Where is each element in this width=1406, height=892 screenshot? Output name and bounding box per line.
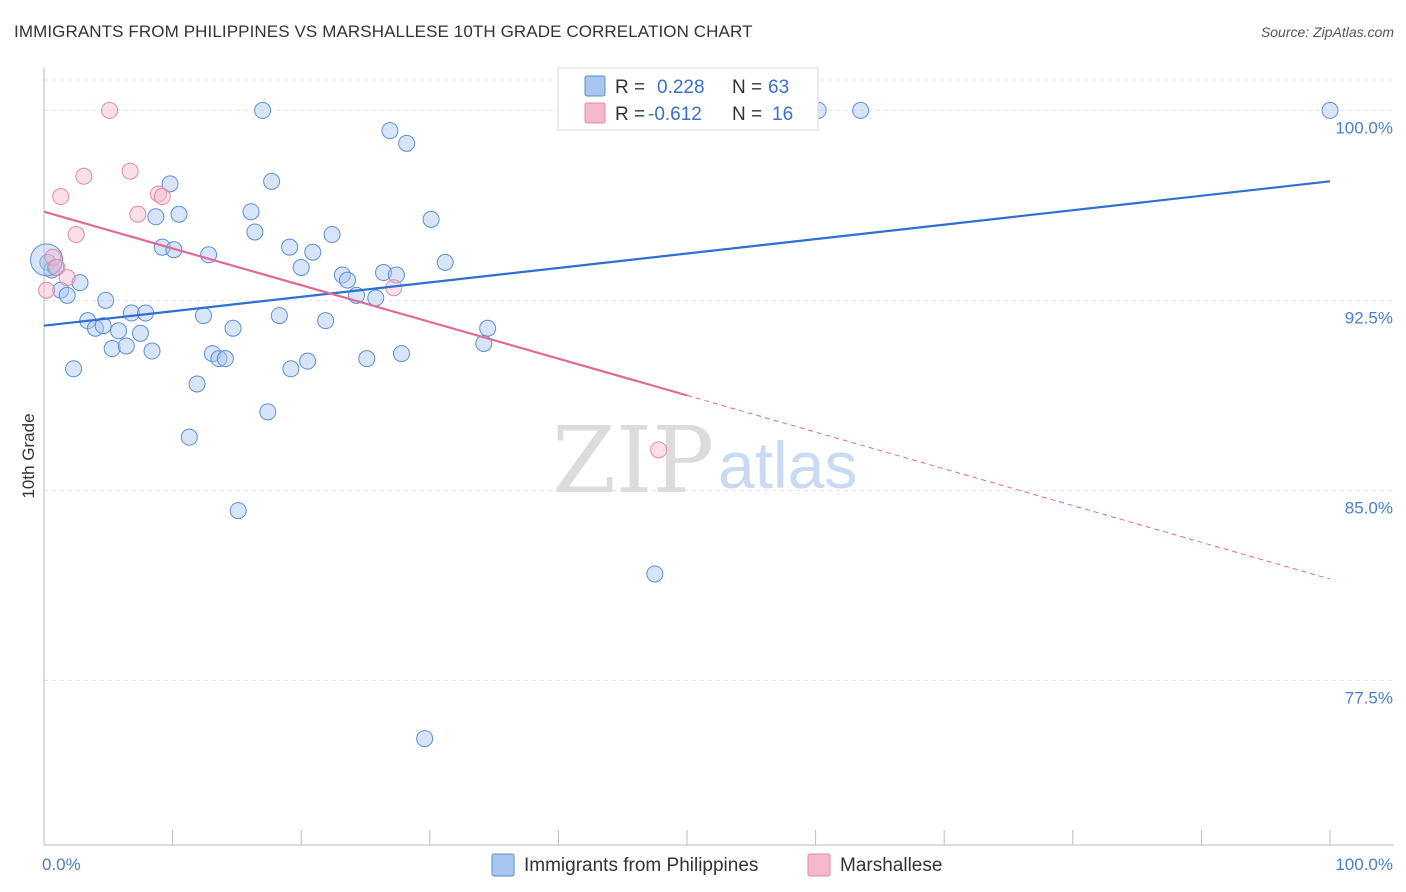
data-point xyxy=(216,350,234,368)
data-point xyxy=(101,101,119,119)
data-point xyxy=(393,345,411,363)
data-point xyxy=(44,248,62,266)
data-point xyxy=(323,226,341,244)
data-point xyxy=(52,188,70,206)
y-tick-labels: 100.0% 92.5% 85.0% 77.5% xyxy=(1335,118,1393,707)
data-point xyxy=(317,312,335,330)
data-point xyxy=(292,258,310,276)
data-point xyxy=(333,266,351,284)
data-point xyxy=(117,337,135,355)
data-point xyxy=(387,266,405,284)
x-axis-ticks xyxy=(43,830,1331,845)
watermark-zip: ZIP xyxy=(552,407,714,514)
series-immigrants-from-philippines xyxy=(30,101,1339,748)
data-point xyxy=(299,352,317,370)
data-point xyxy=(122,304,140,322)
data-point-cluster xyxy=(30,243,64,277)
data-point xyxy=(852,101,870,119)
x-tick-label-min: 0.0% xyxy=(42,855,81,874)
data-point xyxy=(259,403,277,421)
bottom-legend-swatch-philippines xyxy=(491,853,515,877)
trend-line-marshallese-extrapolated xyxy=(686,394,1331,580)
bottom-legend: Immigrants from Philippines Marshallese xyxy=(491,853,942,877)
data-point xyxy=(71,274,89,292)
bottom-legend-label-marshallese: Marshallese xyxy=(840,855,942,876)
y-tick-label: 100.0% xyxy=(1335,118,1393,137)
data-point xyxy=(398,134,416,152)
data-point xyxy=(48,258,66,276)
data-point xyxy=(147,208,165,226)
data-point xyxy=(121,162,139,180)
data-point xyxy=(58,286,76,304)
legend-n-label: N = xyxy=(732,77,762,98)
data-point xyxy=(129,205,147,223)
data-point xyxy=(75,167,93,185)
data-point xyxy=(188,375,206,393)
data-point xyxy=(242,203,260,221)
data-point xyxy=(416,730,434,748)
data-point xyxy=(58,269,76,287)
data-point xyxy=(281,238,299,256)
data-point xyxy=(65,360,83,378)
data-point xyxy=(131,324,149,342)
data-point xyxy=(254,101,272,119)
data-point xyxy=(304,243,322,261)
data-point xyxy=(229,502,247,520)
x-tick-label-max: 100.0% xyxy=(1335,855,1393,874)
chart-title: IMMIGRANTS FROM PHILIPPINES VS MARSHALLE… xyxy=(14,22,753,41)
legend-r-value: 0.228 xyxy=(657,77,705,98)
trend-line-philippines xyxy=(43,180,1331,327)
data-point xyxy=(67,226,85,244)
data-point xyxy=(270,307,288,325)
data-point xyxy=(170,205,188,223)
data-point xyxy=(367,289,385,307)
data-point xyxy=(650,441,668,459)
data-point xyxy=(161,175,179,193)
legend-r-label: R = xyxy=(615,77,645,98)
data-point xyxy=(210,350,228,368)
legend-r-label: R = xyxy=(615,104,645,125)
data-point xyxy=(153,188,171,206)
data-point xyxy=(194,307,212,325)
legend-n-value: 16 xyxy=(772,104,793,125)
data-point xyxy=(436,253,454,271)
watermark-atlas: atlas xyxy=(718,428,857,502)
data-point xyxy=(479,319,497,337)
y-tick-label: 85.0% xyxy=(1345,498,1393,517)
legend-swatch-marshallese xyxy=(584,102,606,124)
data-point xyxy=(246,223,264,241)
data-point xyxy=(224,319,242,337)
data-point xyxy=(180,428,198,446)
data-point xyxy=(422,210,440,228)
data-point xyxy=(358,350,376,368)
data-point xyxy=(375,264,393,282)
bottom-legend-label-philippines: Immigrants from Philippines xyxy=(524,855,758,876)
data-point xyxy=(263,172,281,190)
legend: R = 0.228 N = 63 R = -0.612 N = 16 xyxy=(557,67,819,131)
chart-source: Source: ZipAtlas.com xyxy=(1260,24,1394,40)
y-tick-label: 77.5% xyxy=(1345,688,1393,707)
legend-r-value: -0.612 xyxy=(648,104,702,125)
data-point xyxy=(94,317,112,335)
gridlines xyxy=(44,79,1394,681)
data-point xyxy=(381,122,399,140)
data-point xyxy=(110,322,128,340)
data-point xyxy=(143,342,161,360)
legend-n-value: 63 xyxy=(768,77,789,98)
legend-n-label: N = xyxy=(732,104,762,125)
data-point xyxy=(646,565,664,583)
series-marshallese xyxy=(38,101,668,459)
data-point xyxy=(338,271,356,289)
data-point xyxy=(38,281,56,299)
data-point xyxy=(282,360,300,378)
legend-swatch-philippines xyxy=(584,75,606,97)
bottom-legend-swatch-marshallese xyxy=(807,853,831,877)
y-axis-label: 10th Grade xyxy=(19,413,38,498)
data-point xyxy=(97,291,115,309)
data-point xyxy=(103,340,121,358)
y-tick-label: 92.5% xyxy=(1345,308,1393,327)
data-point xyxy=(1321,101,1339,119)
trend-line-marshallese xyxy=(43,210,688,397)
